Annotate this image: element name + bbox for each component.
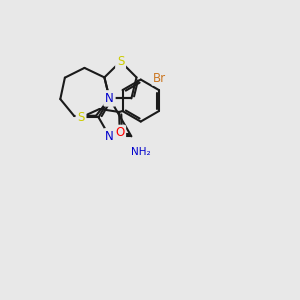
Text: O: O — [115, 127, 124, 140]
Text: S: S — [77, 111, 85, 124]
Text: S: S — [117, 55, 124, 68]
Text: N: N — [105, 92, 114, 105]
Text: NH₂: NH₂ — [130, 147, 150, 157]
Text: N: N — [105, 130, 114, 143]
Text: Br: Br — [153, 72, 166, 85]
